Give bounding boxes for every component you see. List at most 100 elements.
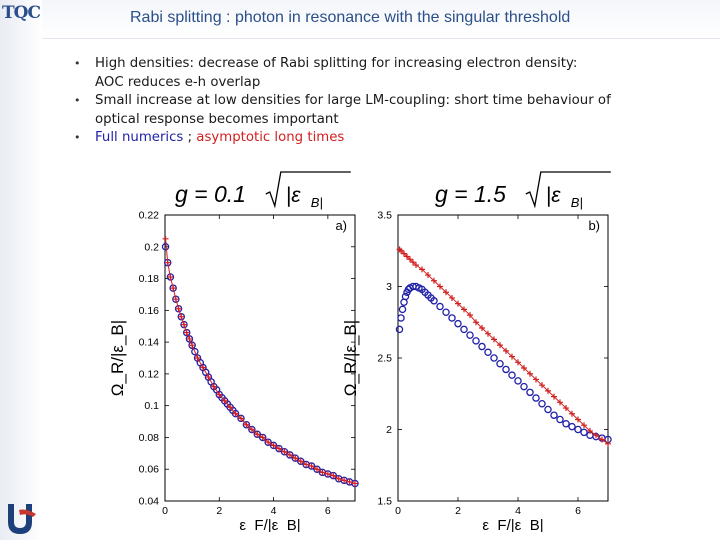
data-point-circle	[231, 409, 240, 418]
data-point-plus	[479, 324, 485, 331]
data-point-plus	[551, 393, 557, 400]
x-tick-label: 6	[325, 505, 331, 517]
data-point-plus	[497, 342, 503, 349]
y-tick-label: 1.5	[377, 496, 392, 508]
tqc-logo: TQC	[2, 3, 41, 23]
y-tick-label: 0.12	[139, 368, 160, 380]
full-numerics-label: Full numerics	[95, 130, 184, 145]
data-point-plus	[189, 342, 196, 349]
data-point-plus	[485, 330, 491, 337]
data-point-circle	[550, 411, 558, 419]
data-point-plus	[330, 472, 337, 479]
data-point-plus	[341, 477, 348, 484]
data-point-circle	[286, 451, 294, 459]
left-decorative-sidebar	[0, 0, 42, 540]
data-point-plus	[346, 478, 353, 485]
data-point-plus	[593, 432, 599, 439]
data-point-circle	[484, 348, 492, 357]
data-point-plus	[599, 436, 605, 443]
data-point-plus	[259, 434, 266, 441]
y-tick-label: 0.2	[144, 241, 159, 253]
data-point-circle	[520, 382, 528, 391]
y-tick-label: 0.16	[139, 305, 160, 317]
data-point-circle	[172, 295, 180, 303]
bullet-item: Small increase at low densities for larg…	[72, 92, 702, 129]
x-tick-label: 4	[271, 505, 277, 517]
data-point-circle	[454, 319, 462, 328]
x-tick-label: 4	[515, 505, 521, 517]
data-point-circle	[556, 415, 564, 424]
data-point-plus	[286, 451, 293, 458]
data-point-plus	[319, 469, 326, 476]
chart-panel-b: 1.5 2 2.5 3 3.5 0 2 4 6 b) g = 1.5 |ε B| Ω_R/|ε_B| ε_F…	[341, 171, 612, 534]
asymptotic-series-line	[399, 248, 609, 445]
data-point-plus	[200, 364, 206, 371]
data-point-plus	[431, 277, 437, 284]
y-tick-label: 3	[386, 281, 392, 293]
data-point-circle	[253, 430, 262, 439]
x-tick-label: 2	[216, 505, 222, 517]
chart-title: g = 0.1	[175, 181, 246, 207]
bullet-line: Small increase at low densities for larg…	[95, 93, 611, 108]
data-point-circle	[397, 314, 405, 322]
data-point-plus	[335, 475, 342, 482]
chart-title: g = 1.5	[435, 181, 506, 207]
data-point-circle	[269, 441, 278, 450]
data-point-plus	[238, 415, 244, 422]
y-tick-label: 0.1	[144, 400, 159, 412]
university-logo-icon	[8, 504, 36, 534]
figure-svg: 0.04 0.06 0.08 0.1 0.12 0.14 0.16 0.18 0.2 0.22 0 2…	[108, 171, 612, 534]
data-point-circle	[185, 335, 194, 343]
data-point-circle	[466, 331, 474, 339]
data-point-plus	[449, 294, 455, 301]
data-point-plus	[533, 376, 539, 383]
data-point-circle	[490, 354, 498, 362]
data-point-circle	[313, 465, 321, 473]
x-axis-label: ε_F/|ε_B|	[239, 517, 300, 532]
chart-title-sub: B|	[571, 195, 583, 210]
data-point-plus	[170, 285, 177, 292]
bullet-item: High densities: decrease of Rabi splitti…	[72, 55, 702, 92]
data-point-plus	[181, 321, 187, 328]
data-point-plus	[587, 427, 593, 434]
data-point-plus	[404, 253, 410, 260]
data-point-circle	[248, 425, 256, 434]
data-point-plus	[221, 397, 228, 404]
data-point-plus	[455, 300, 461, 307]
bullet-item: Full numerics ; asymptotic long times	[72, 129, 702, 148]
chart-panel-a: 0.04 0.06 0.08 0.1 0.12 0.14 0.16 0.18 0.2 0.22 0 2…	[108, 171, 359, 534]
data-point-circle	[580, 428, 588, 437]
data-point-plus	[314, 466, 320, 473]
data-point-plus	[216, 391, 223, 398]
data-point-circle	[182, 328, 191, 337]
data-point-plus	[205, 374, 212, 381]
data-point-circle	[329, 471, 338, 480]
data-point-plus	[254, 431, 261, 438]
data-point-plus	[467, 312, 473, 319]
data-point-plus	[407, 256, 413, 263]
data-point-circle	[169, 284, 177, 292]
data-point-circle	[237, 414, 245, 423]
data-point-circle	[174, 304, 183, 313]
data-point-plus	[605, 440, 611, 447]
panel-label: a)	[335, 218, 347, 233]
plot-frame	[164, 214, 356, 502]
y-tick-label: 0.18	[139, 273, 160, 285]
y-tick-label: 0.14	[139, 337, 160, 349]
data-point-plus	[167, 273, 174, 280]
data-point-circle	[296, 457, 305, 466]
y-tick-label: 0.22	[139, 210, 160, 222]
data-point-circle	[436, 302, 444, 311]
data-point-plus	[557, 399, 563, 406]
data-point-circle	[166, 273, 175, 281]
data-point-circle	[351, 479, 359, 488]
data-point-plus	[473, 319, 479, 326]
data-point-circle	[242, 420, 251, 429]
data-point-plus	[503, 347, 509, 354]
data-point-circle	[562, 420, 570, 428]
y-axis-label: Ω_R/|ε_B|	[108, 320, 127, 396]
data-point-circle	[508, 371, 516, 379]
data-point-plus	[248, 426, 255, 433]
data-point-circle	[191, 347, 199, 356]
slide-title: Rabi splitting : photon in resonance wit…	[130, 9, 571, 26]
